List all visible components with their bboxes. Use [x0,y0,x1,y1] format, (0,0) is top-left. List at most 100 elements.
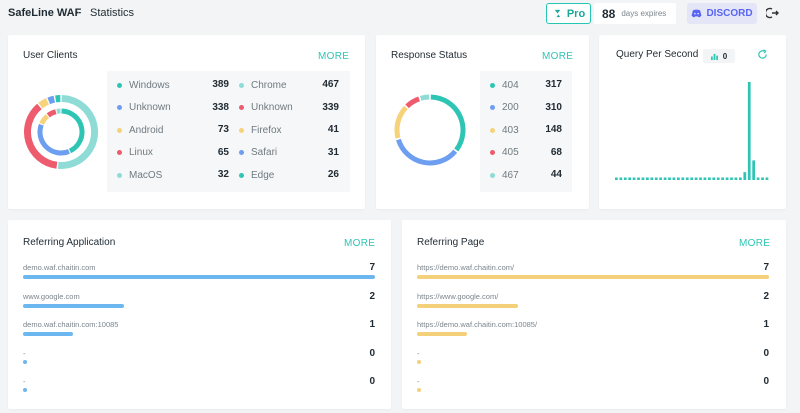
qps-bar [632,177,636,180]
legend-value: 68 [550,146,562,158]
qps-bar [708,177,711,180]
legend-dot [117,82,122,88]
referrer-count: 0 [763,376,769,387]
discord-label: DISCORD [706,8,753,19]
legend-label: 405 [502,147,519,158]
referring-application-title: Referring Application [23,237,116,248]
browser-ring-slice-3 [47,95,56,105]
legend-dot [117,150,122,155]
qps-bar [677,177,680,180]
legend-item: 403 [490,123,519,137]
legend-label: Windows [129,79,170,91]
referrer-count: 7 [369,262,375,273]
legend-dot [117,172,122,178]
referrer-row: -0 [417,348,769,375]
referrer-count: 1 [369,319,375,330]
browser-ring-slice-1 [24,103,58,169]
referrer-label: https://demo.waf.chaitin.com:10085/ [417,320,538,329]
refresh-icon[interactable] [757,49,768,60]
legend-dot [239,150,244,155]
logout-button[interactable] [764,6,782,22]
qps-bar [739,177,742,180]
legend-label: Unknown [129,102,171,113]
qps-bar [694,177,698,180]
legend-value: 310 [545,101,562,113]
legend-item: MacOS [117,168,162,182]
referring-application-card: Referring Application MORE demo.waf.chai… [8,220,391,409]
qps-bar [628,177,632,180]
pro-label: Pro [566,7,586,20]
legend-item: 200 [490,101,519,115]
qps-bar [650,177,654,180]
qps-bar [690,177,694,180]
referring-application-more-link[interactable]: MORE [344,238,376,249]
user-clients-legend: Windows 389 Unknown 338 Android 73 Linux 65 MacO… [107,71,350,192]
legend-label: Unknown [251,102,293,113]
os-ring-slice-0 [61,108,85,154]
legend-value: 389 [212,79,229,90]
user-clients-donut-chart [24,95,99,169]
os-ring-slice-3 [46,109,57,118]
user-clients-card: User Clients MORE Windows 389 Unknown 338 An… [8,35,365,209]
legend-dot [490,82,495,88]
legend-dot [239,82,244,88]
referrer-label: - [23,377,26,386]
legend-dot [490,127,495,133]
response-status-more-link[interactable]: MORE [542,51,574,62]
referring-page-card: Referring Page MORE https://demo.waf.cha… [402,220,786,409]
legend-value: 73 [217,124,229,135]
discord-icon [691,9,702,18]
legend-label: 404 [502,79,519,91]
qps-bar [672,177,676,180]
brand-title[interactable]: SafeLine WAF [8,7,82,19]
referrer-bar [23,359,27,364]
referrer-row: -0 [23,376,375,403]
breadcrumb-separator: › [76,7,80,18]
legend-label: Firefox [251,124,282,136]
qps-bar [699,177,702,180]
qps-bar [654,177,658,180]
referrer-label: demo.waf.chaitin.com:10085 [23,320,119,329]
legend-label: Android [129,124,164,136]
discord-button[interactable]: DISCORD [687,3,757,24]
browser-ring-slice-0 [57,95,99,169]
legend-value: 41 [327,124,339,135]
response-status-legend: 404 317 200 310 403 148 405 68 467 44 [480,71,572,192]
referrer-label: - [417,377,420,386]
legend-dot [117,105,122,110]
bar-chart-icon [710,53,718,60]
legend-item: Linux [117,146,153,160]
referrer-row: www.google.com 2 [23,291,375,318]
legend-label: 403 [502,124,519,136]
user-clients-more-link[interactable]: MORE [318,51,350,62]
status-ring-slice-3 [405,96,421,109]
days-label: days expires [621,9,667,18]
referrer-bar [417,303,518,308]
referrer-label: https://www.google.com/ [417,291,499,301]
logout-icon [764,7,779,19]
legend-label: 467 [502,169,519,181]
referrer-label: demo.waf.chaitin.com [23,263,96,272]
referrer-row: -0 [417,376,769,403]
qps-bar [730,177,733,180]
legend-item: Chrome [239,78,287,92]
referrer-row: https://demo.waf.chaitin.com:10085/1 [417,319,769,346]
legend-value: 338 [212,101,229,113]
top-bar: SafeLine WAF › Statistics Pro 88 days ex… [0,0,800,28]
legend-value: 339 [322,101,339,113]
referrer-label: https://demo.waf.chaitin.com/ [417,263,515,272]
response-status-card: Response Status MORE 404 317 200 310 403 148 4… [376,35,589,209]
referrer-count: 0 [369,347,375,359]
legend-dot [490,172,495,178]
response-status-donut-chart [394,94,466,166]
legend-value: 32 [217,169,229,180]
referrer-row: demo.waf.chaitin.com 7 [23,262,375,289]
legend-dot [490,150,495,155]
pro-badge[interactable]: Pro [546,3,591,24]
qps-bar [659,177,663,180]
qps-bar [721,177,725,180]
qps-bar [756,177,760,180]
qps-card: Query Per Second 0 [599,35,786,209]
qps-bar [761,177,764,180]
referring-page-more-link[interactable]: MORE [739,238,771,249]
